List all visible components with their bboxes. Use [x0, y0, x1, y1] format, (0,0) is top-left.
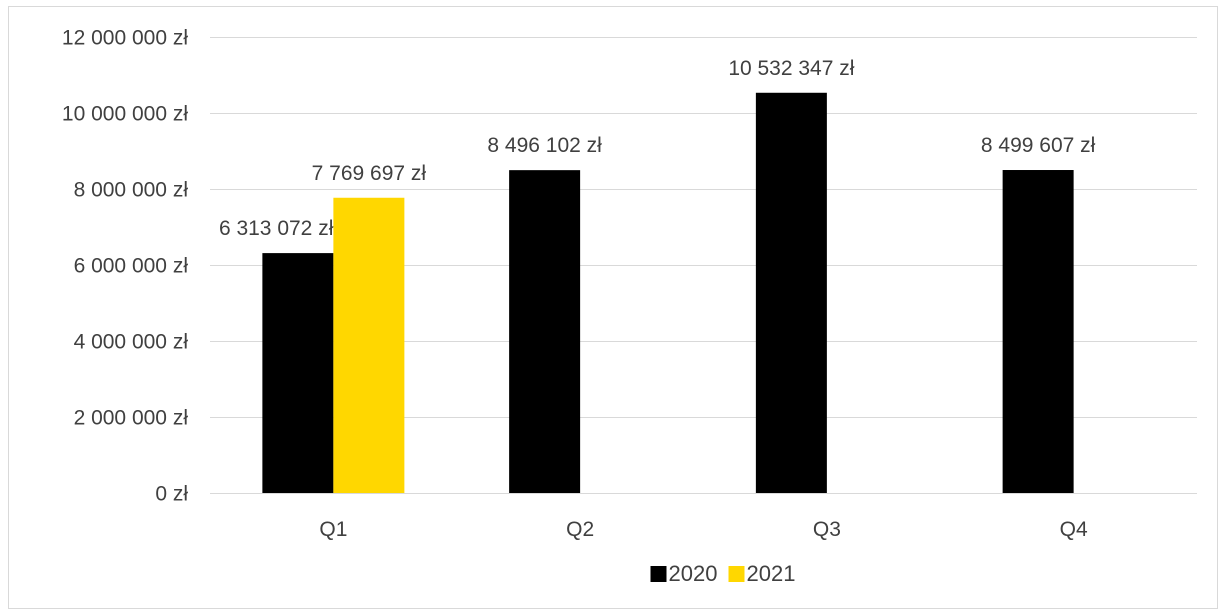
data-label: 8 496 102 zł	[487, 134, 602, 157]
bar-2020-Q3	[755, 92, 827, 493]
y-axis-tick-labels: 0 zł 2 000 000 zł 4 000 000 zł 6 000 000 zł…	[62, 27, 188, 506]
bar-2020-Q1	[262, 253, 334, 493]
legend-swatch-2021	[728, 566, 745, 582]
legend-label: 2020	[669, 561, 718, 586]
x-axis-tick-labels: Q1 Q2 Q3 Q4	[319, 518, 1088, 541]
data-label: 7 769 697 zł	[312, 162, 427, 185]
bar-2020-Q2	[509, 170, 581, 493]
y-tick-label: 0 zł	[155, 483, 188, 506]
y-tick-label: 8 000 000 zł	[74, 179, 189, 202]
legend-label: 2021	[747, 561, 796, 586]
y-tick-label: 4 000 000 zł	[74, 331, 189, 354]
bars	[262, 92, 1074, 493]
legend-swatch-2020	[650, 566, 667, 582]
bar-2020-Q4	[1002, 170, 1074, 493]
data-label: 6 313 072 zł	[219, 217, 334, 240]
y-tick-label: 6 000 000 zł	[74, 255, 189, 278]
data-label: 8 499 607 zł	[981, 134, 1096, 157]
data-labels: 6 313 072 zł 8 496 102 zł 10 532 347 zł 8 4…	[219, 57, 1096, 240]
x-tick-label: Q4	[1060, 518, 1088, 541]
legend: 2020 2021	[650, 561, 796, 586]
y-tick-label: 10 000 000 zł	[62, 103, 188, 126]
x-tick-label: Q2	[566, 518, 594, 541]
x-tick-label: Q1	[319, 518, 347, 541]
bar-2021-Q1	[333, 197, 405, 493]
y-tick-label: 2 000 000 zł	[74, 407, 189, 430]
y-tick-label: 12 000 000 zł	[62, 27, 188, 50]
x-tick-label: Q3	[813, 518, 841, 541]
data-label: 10 532 347 zł	[728, 57, 854, 80]
